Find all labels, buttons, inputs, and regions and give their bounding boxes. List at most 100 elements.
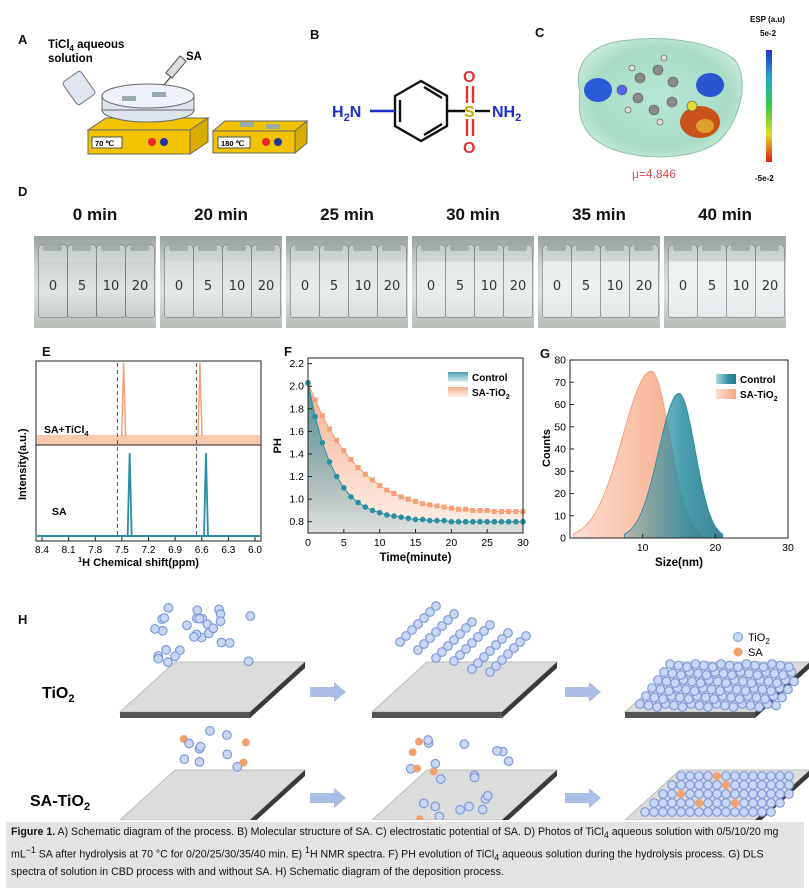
tio2-particle	[712, 676, 723, 687]
tio2-particle	[192, 605, 203, 616]
tio2-particle	[682, 662, 692, 672]
amine-right: NH2	[492, 104, 521, 124]
tio2-particle	[694, 789, 704, 799]
tio2-particle	[784, 771, 794, 781]
sa-molecule	[239, 758, 248, 767]
vial-number: 20	[509, 279, 527, 294]
chart-f-point-sa-tio2	[341, 448, 347, 454]
vial-cap	[605, 241, 624, 251]
vial-number: 10	[480, 279, 498, 294]
caption-fig-label: Figure 1.	[11, 826, 56, 838]
tio2-particle	[694, 700, 705, 711]
chart-f-point-sa-tio2	[384, 487, 390, 493]
tio2-particle	[449, 609, 459, 619]
tio2-particle	[740, 686, 751, 696]
chart-g-ytick-label: 10	[554, 510, 566, 522]
chart-f-point-control	[398, 514, 404, 520]
panel-h-deposition: TiO2 SA-TiO2 TiO2 SA	[30, 601, 809, 820]
chart-f-point-sa-tio2	[499, 509, 504, 515]
tio2-particle	[766, 780, 776, 790]
tio2-particle	[775, 798, 785, 808]
tio2-particle	[418, 798, 429, 809]
tio2-particle	[216, 637, 227, 648]
chart-e-xtick-label: 6.0	[248, 545, 262, 556]
substrate-front	[120, 712, 250, 718]
esp-blue-right	[696, 73, 724, 97]
chart-e-xtick-label: 7.8	[88, 545, 102, 556]
chart-e-peak-top	[120, 362, 127, 437]
esp-scale-title: ESP (a.u)	[750, 15, 785, 24]
chart-f-point-sa-tio2	[334, 437, 340, 443]
vial-number: 20	[131, 279, 149, 294]
hotplate-70-icon	[86, 83, 210, 155]
chart-g-ytick-label: 80	[554, 355, 566, 367]
vial-number: 10	[606, 279, 624, 294]
vial: 10	[600, 241, 630, 318]
tio2-particle	[703, 798, 713, 808]
chart-f-point-sa-tio2	[362, 471, 368, 477]
chart-f-point-control	[319, 439, 326, 446]
tio2-particle	[413, 645, 423, 655]
chart-f-point-control	[333, 473, 340, 480]
tio2-particle	[652, 702, 662, 712]
vial-cap	[324, 241, 343, 251]
tio2-particle	[179, 754, 190, 765]
chart-e-top-band	[37, 435, 260, 445]
vial-number: 0	[678, 279, 688, 294]
chart-f-point-control	[312, 413, 318, 420]
tio2-particle	[163, 603, 174, 613]
tio2-particle	[712, 780, 722, 790]
sa-molecule	[695, 799, 703, 807]
hotplate-180-icon	[211, 119, 309, 155]
tio2-particle	[676, 807, 686, 817]
chart-f-point-control	[355, 499, 361, 506]
vial: 0	[38, 241, 68, 318]
tio2-particle	[658, 798, 668, 808]
chart-f-point-sa-tio2	[427, 502, 433, 508]
chart-e-xtick-label: 7.5	[115, 545, 129, 556]
vial-number: 0	[174, 279, 184, 294]
tio2-particle	[739, 780, 749, 790]
tio2-particle	[766, 771, 776, 781]
caption-text-3: SA after hydrolysis at 70 °C for 0/20/25…	[35, 848, 306, 861]
tio2-particle	[485, 620, 495, 630]
caption-text-4: H NMR spectra. F) PH evolution of TiCl	[309, 848, 495, 861]
chart-f-point-sa-tio2	[319, 413, 325, 419]
chart-f-point-sa-tio2	[477, 507, 483, 513]
caption-sub-1: 4	[603, 830, 609, 841]
tio2-particle	[437, 647, 447, 657]
tio2-particle	[245, 611, 256, 621]
substrate-side	[250, 662, 305, 718]
tio2-particle	[739, 807, 749, 817]
vial-cap	[198, 241, 217, 251]
tio2-particle	[766, 798, 776, 808]
tio2-particle	[766, 807, 776, 817]
tio2-particle	[694, 807, 704, 817]
tio2-particle	[730, 771, 740, 781]
tio2-particle	[784, 662, 794, 672]
tio2-particle	[479, 652, 489, 662]
chart-f-point-control	[405, 515, 412, 522]
tio2-particle	[182, 620, 192, 631]
process-arrow-icon	[565, 682, 601, 702]
tio2-particle	[497, 634, 507, 644]
vial-cap	[673, 241, 692, 251]
legend-sa-dot	[733, 647, 743, 657]
chart-f-point-control	[391, 513, 397, 519]
tio2-particle	[461, 623, 471, 633]
tio2-particle	[473, 658, 483, 668]
vial-photo: 0 5 10 20	[34, 236, 156, 328]
tio2-particle	[703, 771, 713, 781]
vial-number: 0	[552, 279, 562, 294]
chart-f-point-sa-tio2	[513, 509, 519, 515]
tio2-particle	[449, 656, 459, 666]
chart-g-legend-swatch-control	[716, 374, 736, 384]
chart-g-area-control	[624, 392, 724, 539]
tio2-particle	[423, 735, 434, 745]
chart-f-legend-swatch-sa-tio2	[448, 387, 468, 397]
vial-cap	[702, 241, 721, 251]
tio2-particle	[425, 607, 435, 617]
panel-label-h: H	[18, 612, 28, 627]
tio2-particle	[721, 789, 731, 799]
tio2-particle	[690, 659, 701, 669]
